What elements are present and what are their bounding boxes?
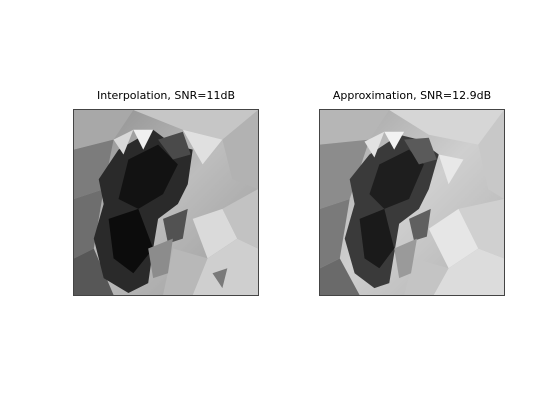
approximation-title: Approximation, SNR=12.9dB — [332, 89, 492, 102]
interpolation-panel: Interpolation, SNR=11dB — [73, 89, 259, 296]
interpolation-title: Interpolation, SNR=11dB — [97, 89, 235, 102]
approximation-panel: Approximation, SNR=12.9dB — [319, 89, 505, 296]
interpolation-image — [73, 109, 259, 296]
approximation-image — [319, 109, 505, 296]
